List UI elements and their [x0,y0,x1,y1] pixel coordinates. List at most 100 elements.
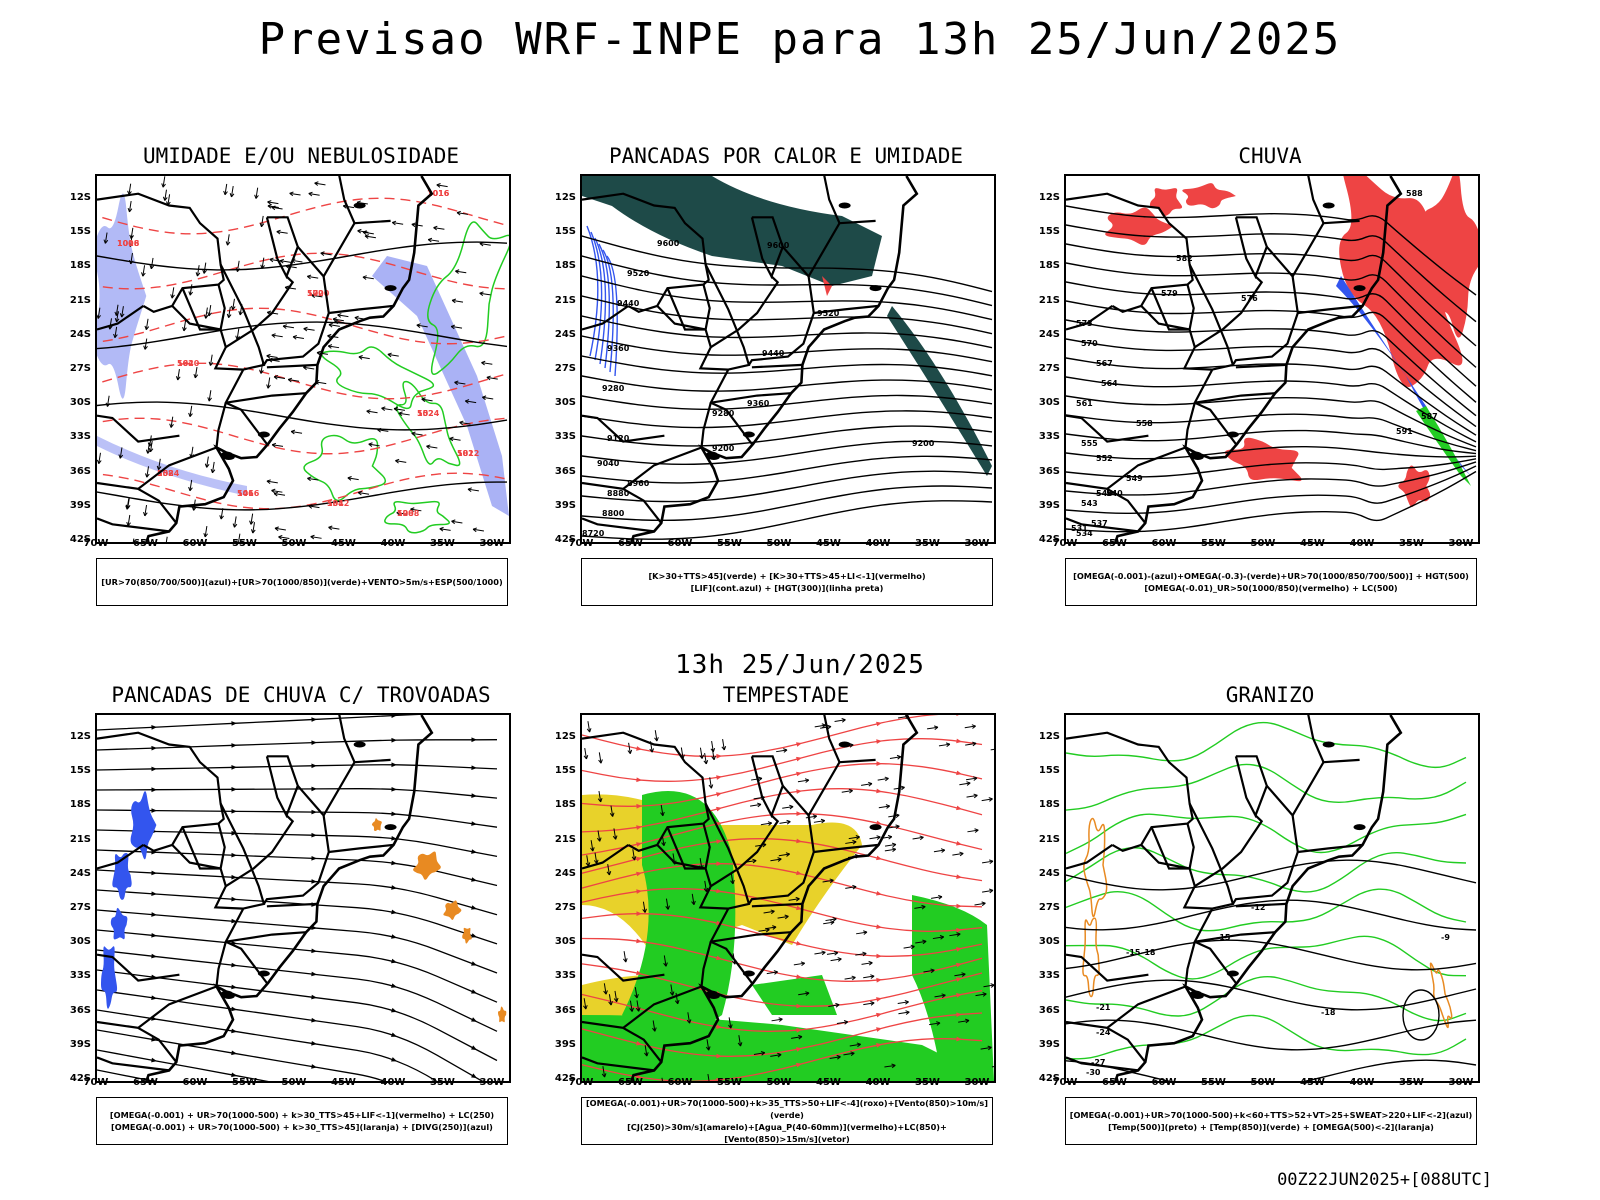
lat-label: 12S [1038,731,1060,742]
lake [838,741,851,748]
contour-label: 9440 [617,299,640,308]
border-line [225,392,307,404]
lat-label: 39S [1038,1038,1060,1050]
lat-label: 24S [69,328,91,340]
temp500-contours [1066,859,1477,1081]
border-line [582,843,630,870]
border-line [1234,755,1268,819]
border-line [1231,246,1299,366]
wind-vectors [97,176,498,542]
border-line [262,785,330,905]
border-line [225,814,295,888]
contour-label: 1020 [177,359,200,368]
border-line [97,446,217,491]
contour-label: 9520 [627,269,650,278]
geography [582,176,919,542]
border-line [710,931,792,943]
border-line [1291,176,1325,277]
border-line [710,392,792,404]
border-line [622,1026,663,1063]
border-line [700,941,712,987]
lat-label: 15S [1038,765,1060,777]
lat-label: 18S [1038,260,1060,272]
lon-label: 30W [1448,1077,1474,1088]
border-line [1140,305,1190,331]
lat-label: 33S [1038,431,1060,443]
lon-label: 55W [232,538,257,549]
lon-label: 65W [133,1077,158,1088]
contour-label: 8800 [602,509,625,518]
lon-label: 70W [83,538,109,549]
contour-label: -18 [1321,1008,1336,1017]
contour-label: -12 [1251,903,1265,912]
border-line [1150,287,1190,331]
panel-title-granizo: GRANIZO [1225,683,1315,707]
lat-label: 30S [554,397,576,409]
lat-label: 21S [1038,294,1060,306]
border-line [215,402,227,448]
lake [1353,824,1366,831]
border-line [97,414,180,443]
lat-label: 24S [554,867,576,879]
lat-label: 24S [1038,328,1060,340]
contour-label: -9 [1441,933,1450,942]
lat-label: 39S [1038,499,1060,511]
contour-label: 582 [457,449,474,458]
lake [742,431,755,438]
contour-labels: 1016 1016 1020 1020 1024 1024 1016 1012 1008 1012… [117,189,479,518]
contour-label: 1020 [307,289,330,298]
map-pancadas: 9600 9600 9520 9520 9440 9440 9360 9280 9200 9360… [580,174,996,544]
lake [384,824,397,831]
lat-label: 36S [1038,465,1060,477]
geography [582,715,919,1081]
border-line [750,755,784,819]
lat-label: 21S [554,294,576,306]
border-line [97,953,180,982]
contour-label: 564 [1101,379,1118,388]
lake [220,451,233,458]
lat-label: 36S [69,465,91,477]
border-line [582,517,655,533]
legend-trovoadas: [OMEGA(-0.001) + UR>70(1000-500) + k>30_… [96,1097,508,1145]
contour-label: 9280 [602,384,625,393]
geography [97,715,434,1081]
lat-label: 15S [1038,226,1060,238]
contour-label: -24 [1096,1028,1111,1037]
lat-label: 36S [554,1004,576,1016]
contour-label: 9200 [912,439,935,448]
border-line [219,264,268,445]
lat-label: 12S [69,192,91,203]
lat-label: 18S [554,799,576,811]
legend-line: [OMEGA(-0.001) + UR>70(1000-500) + k>30_… [111,1122,493,1132]
contour-label: 9440 [762,349,785,358]
contour-label: 9200 [712,444,735,453]
contour-label: 552 [1096,454,1113,463]
lat-label: 30S [1038,397,1060,409]
lake [1189,451,1202,458]
contour-label: 9600 [767,241,790,250]
lon-label: 50W [281,1077,307,1088]
lon-label: 60W [667,1077,693,1088]
border-line [747,785,815,905]
border-line [1297,843,1363,854]
border-line [666,287,706,331]
border-line [1066,731,1194,852]
lat-label: 18S [554,260,576,272]
border-line [322,715,356,816]
lat-label: 33S [69,431,91,443]
border-line [97,304,145,331]
lon-label: 65W [618,538,643,549]
border-line [1184,402,1196,448]
contour-label: -15 [1126,948,1141,957]
border-line [1066,414,1149,443]
orange-cells [371,818,507,1023]
lake [838,202,851,209]
lake [869,824,882,831]
coastline [630,176,919,542]
lake [353,741,366,748]
contour-label: 1024 [157,469,180,478]
contour-label: 9360 [747,399,770,408]
lat-label: 30S [1038,936,1060,948]
border-line [1182,284,1213,371]
legend-line: [OMEGA(-0.001)-(azul)+OMEGA(-0.3)-(verde… [1073,571,1469,581]
